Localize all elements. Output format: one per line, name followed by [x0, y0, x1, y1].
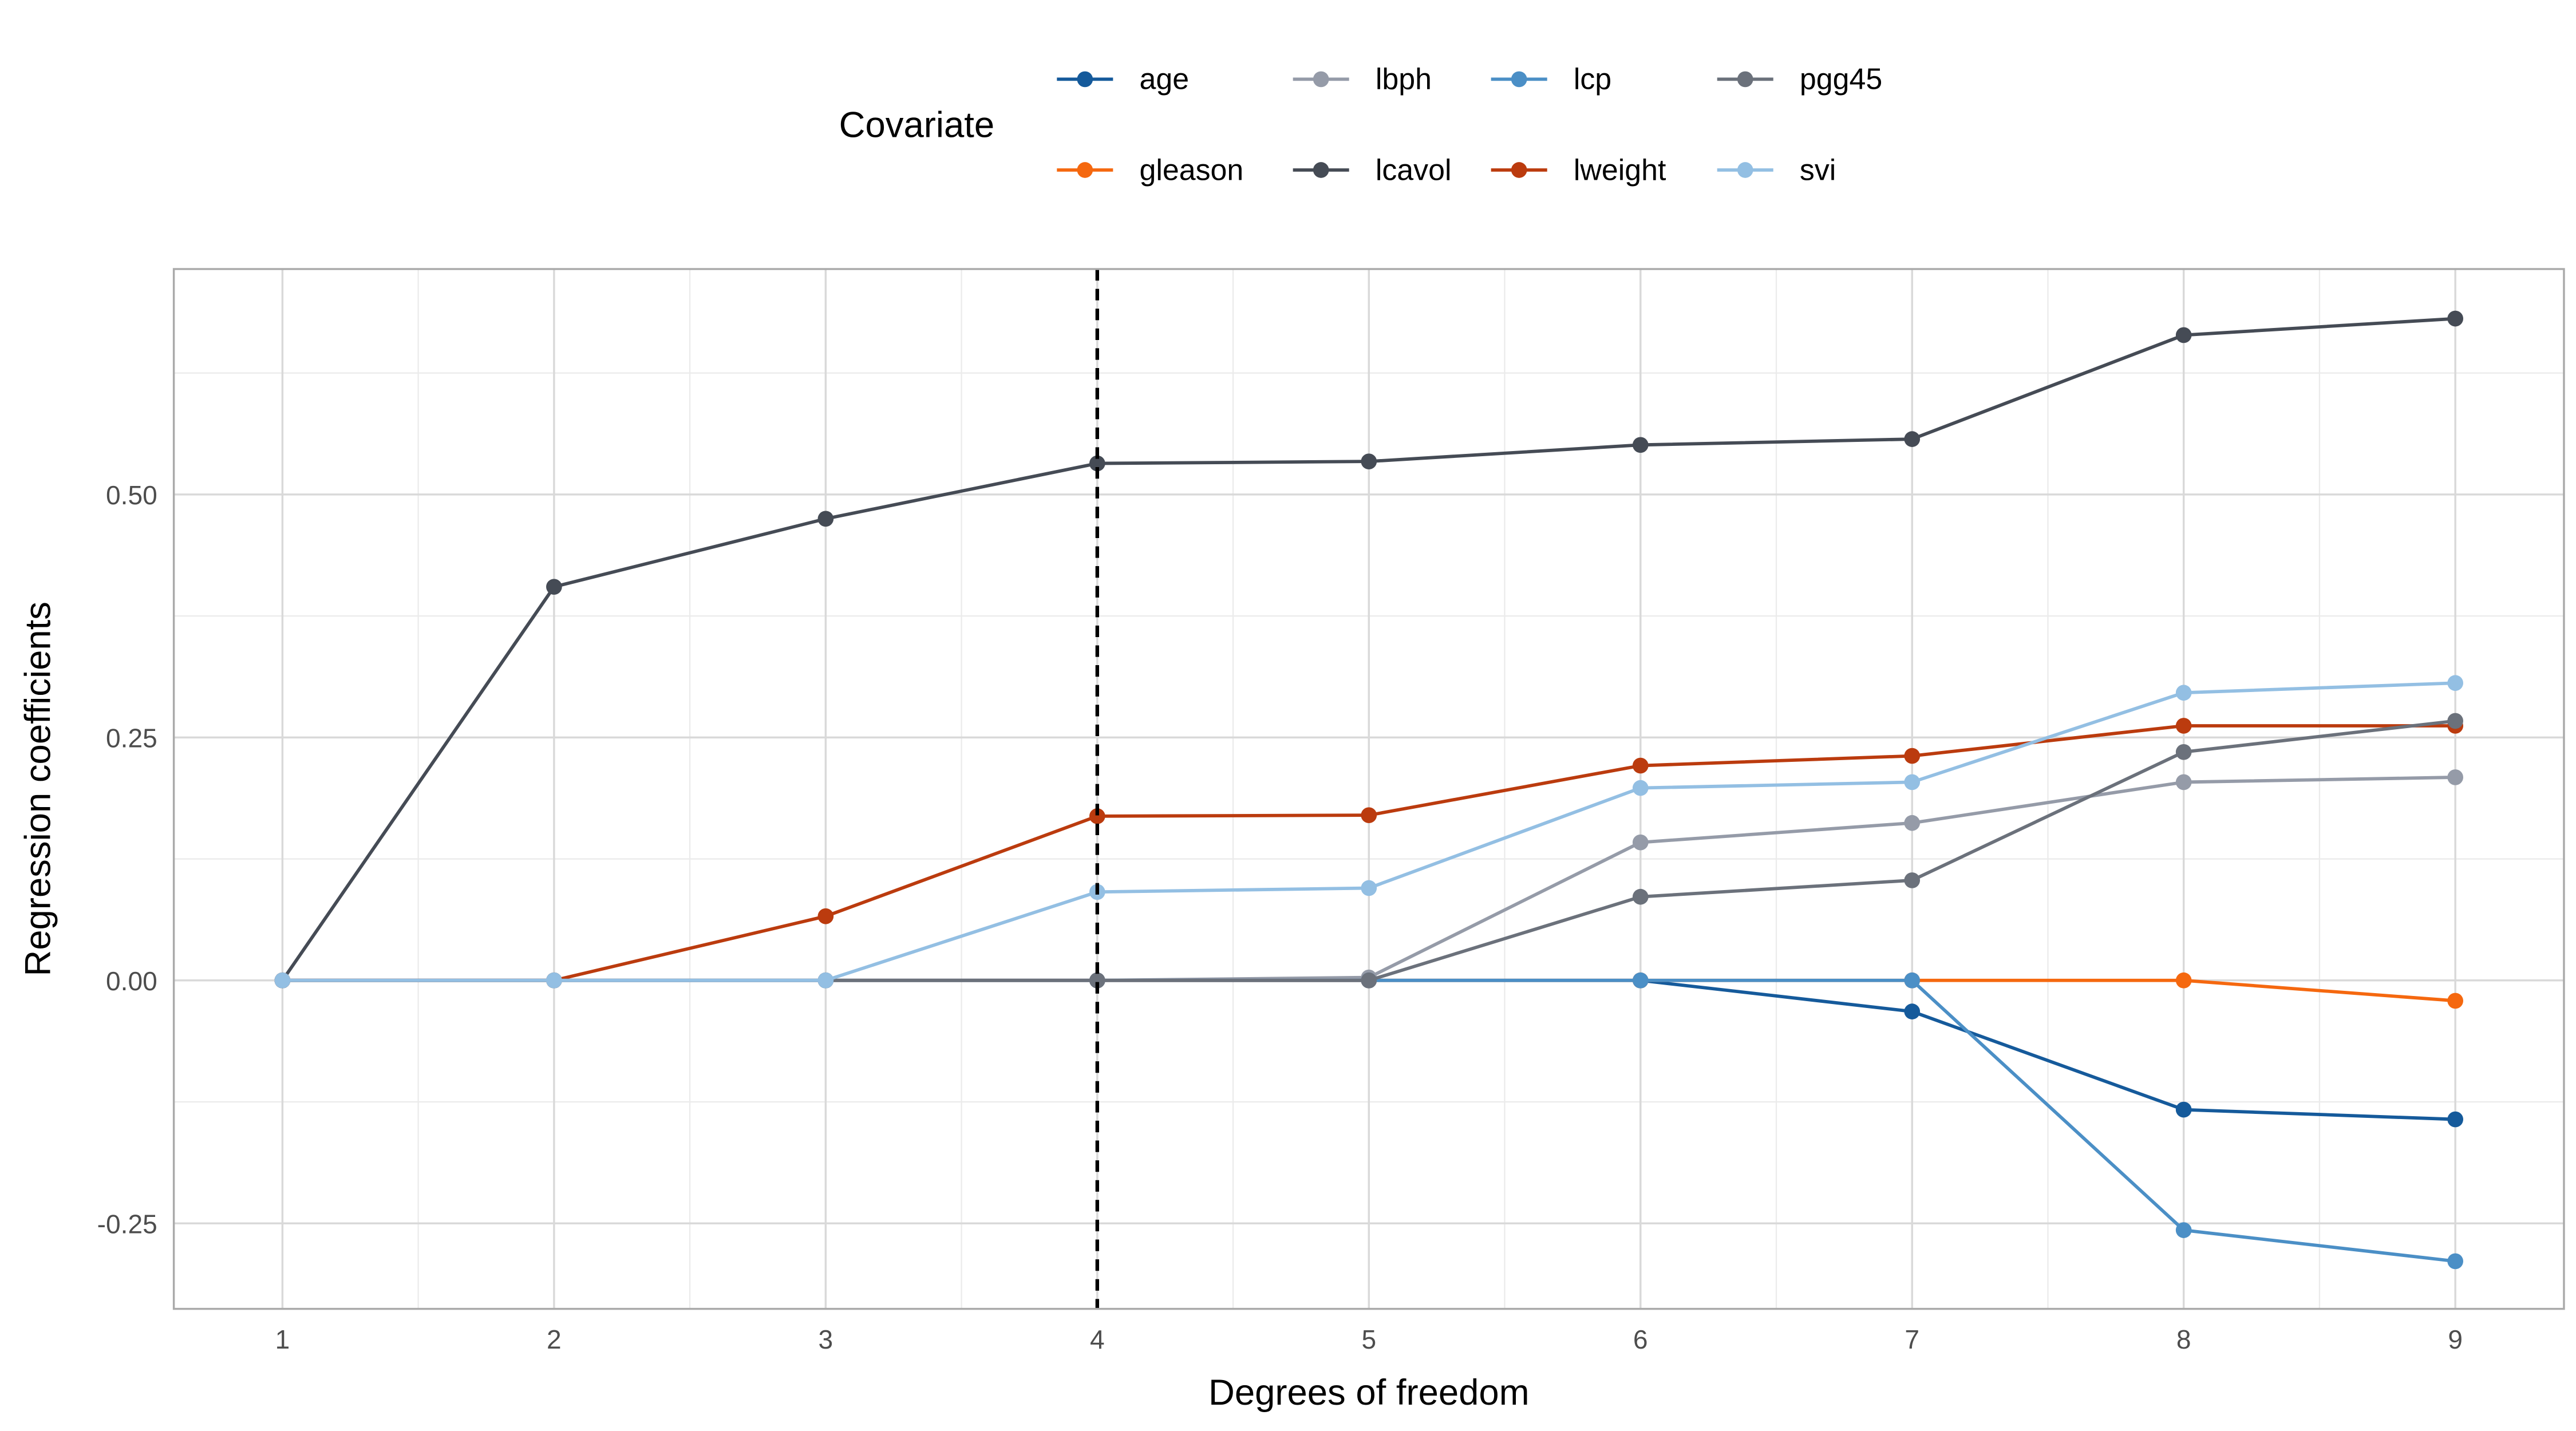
legend-item-gleason: gleason: [1057, 153, 1243, 186]
legend-item-lbph: lbph: [1293, 62, 1432, 96]
x-tick-label: 2: [547, 1325, 562, 1354]
legend-key-point: [1737, 162, 1753, 178]
legend-key-point: [1077, 71, 1093, 88]
legend-label: svi: [1800, 153, 1836, 186]
grid: [173, 269, 2564, 1309]
y-tick-label: 0.50: [106, 480, 157, 510]
legend-label: lweight: [1574, 153, 1666, 186]
x-tick-label: 4: [1090, 1325, 1105, 1354]
data-point-lcavol: [817, 511, 834, 527]
legend-title: Covariate: [839, 105, 994, 145]
data-point-lcp: [2447, 1253, 2464, 1270]
data-point-lweight: [817, 908, 834, 924]
y-tick-label: 0.25: [106, 724, 157, 753]
data-point-pgg45: [1361, 972, 1377, 989]
legend-item-lcp: lcp: [1491, 62, 1611, 96]
data-point-lcp: [2175, 1222, 2192, 1238]
x-tick-label: 5: [1361, 1325, 1376, 1354]
data-point-svi: [1904, 774, 1921, 790]
legend-item-pgg45: pgg45: [1717, 62, 1882, 96]
series-lweight: [274, 718, 2464, 989]
x-tick-label: 1: [275, 1325, 290, 1354]
x-tick-label: 8: [2176, 1325, 2191, 1354]
x-tick-label: 3: [819, 1325, 833, 1354]
data-point-age: [2447, 1111, 2464, 1128]
data-point-svi: [274, 972, 291, 989]
data-point-lcavol: [2447, 310, 2464, 327]
legend-label: age: [1139, 62, 1189, 96]
legend-item-lweight: lweight: [1491, 153, 1666, 186]
legend-item-age: age: [1057, 62, 1189, 96]
data-point-lcp: [1904, 972, 1921, 989]
y-axis-title: Regression coefficients: [18, 602, 58, 977]
data-point-lweight: [1632, 757, 1649, 774]
data-point-lbph: [1904, 815, 1921, 831]
legend: age gleason lbph lcavol lcp lweight pgg45 svi: [1057, 62, 1882, 186]
data-point-lbph: [2175, 774, 2192, 790]
data-point-lcavol: [1361, 453, 1377, 470]
data-point-svi: [1632, 780, 1649, 796]
data-point-lbph: [1632, 834, 1649, 851]
data-point-lcavol: [1632, 437, 1649, 453]
legend-label: lcp: [1574, 62, 1611, 96]
data-point-pgg45: [1632, 888, 1649, 905]
data-point-gleason: [2175, 972, 2192, 989]
legend-item-lcavol: lcavol: [1293, 153, 1452, 186]
legend-key-point: [1511, 162, 1527, 178]
data-point-lweight: [2175, 718, 2192, 734]
data-point-lcavol: [546, 579, 562, 595]
series-layer: [274, 269, 2464, 1309]
legend-label: lbph: [1376, 62, 1432, 96]
y-tick-label: -0.25: [97, 1209, 157, 1239]
y-tick-label: 0.00: [106, 966, 157, 996]
data-point-lweight: [1361, 807, 1377, 823]
legend-key-point: [1313, 162, 1329, 178]
legend-label: pgg45: [1800, 62, 1882, 96]
legend-label: lcavol: [1376, 153, 1452, 186]
legend-key-point: [1077, 162, 1093, 178]
data-point-svi: [2175, 685, 2192, 701]
data-point-pgg45: [1904, 872, 1921, 888]
data-point-lweight: [1089, 808, 1105, 824]
x-tick-label: 6: [1633, 1325, 1648, 1354]
data-point-age: [1904, 1003, 1921, 1019]
data-point-gleason: [2447, 993, 2464, 1009]
x-tick-label: 7: [1905, 1325, 1919, 1354]
x-axis-title: Degrees of freedom: [1208, 1373, 1530, 1413]
legend-label: gleason: [1139, 153, 1243, 186]
data-point-lbph: [2447, 769, 2464, 785]
data-point-pgg45: [2175, 744, 2192, 760]
data-point-svi: [1361, 880, 1377, 896]
x-tick-label: 9: [2448, 1325, 2463, 1354]
legend-key-point: [1313, 71, 1329, 88]
data-point-pgg45: [1089, 972, 1105, 989]
data-point-lcavol: [1089, 455, 1105, 472]
axis-ticks: 1 2 3 4 5 6 7 8 9 -0.25 0.00 0.25 0.50: [97, 480, 2463, 1354]
data-point-lcavol: [1904, 431, 1921, 447]
data-point-lweight: [1904, 748, 1921, 764]
data-point-pgg45: [2447, 713, 2464, 729]
data-point-lcavol: [2175, 327, 2192, 343]
data-point-svi: [546, 972, 562, 989]
data-point-svi: [2447, 675, 2464, 691]
data-point-age: [2175, 1101, 2192, 1118]
legend-item-svi: svi: [1717, 153, 1836, 186]
legend-key-point: [1511, 71, 1527, 88]
data-point-lcp: [1632, 972, 1649, 989]
series-svi: [274, 675, 2464, 989]
legend-key-point: [1737, 71, 1753, 88]
plot-panel-border: [172, 268, 2565, 1310]
data-point-svi: [817, 972, 834, 989]
